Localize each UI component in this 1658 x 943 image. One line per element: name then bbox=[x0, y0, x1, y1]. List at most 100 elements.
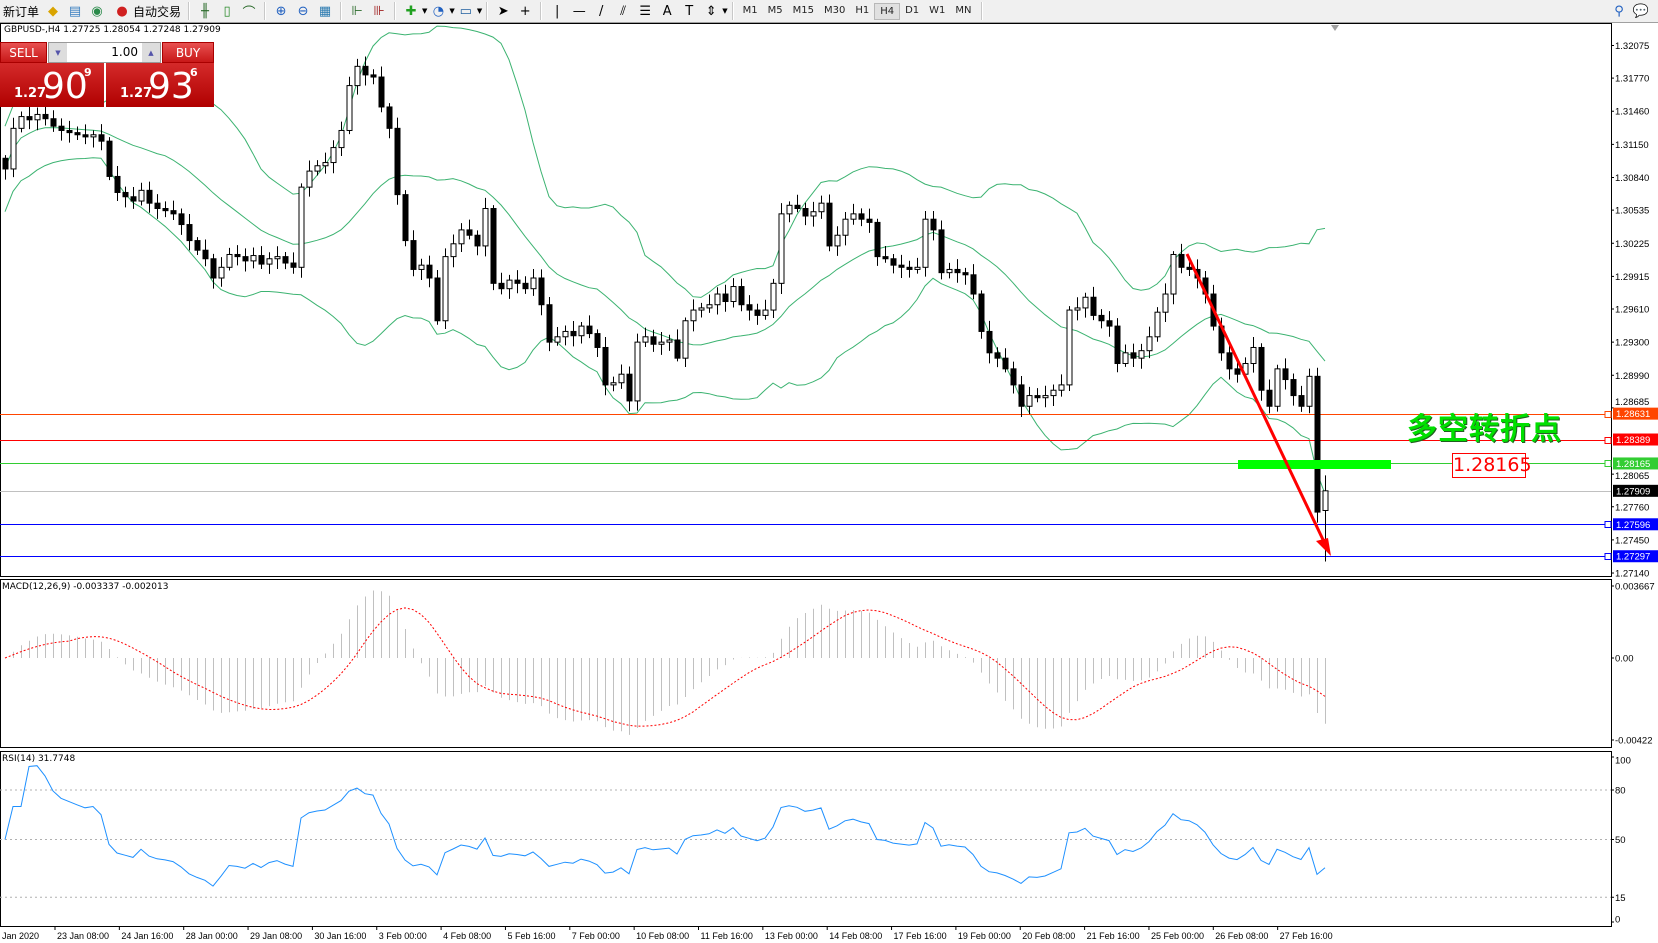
timeframe-mn[interactable]: MN bbox=[955, 4, 972, 16]
indicators-icon[interactable]: ✚ bbox=[405, 3, 417, 19]
candle bbox=[1226, 345, 1233, 380]
candle bbox=[842, 211, 849, 246]
bear-candle-body bbox=[1106, 320, 1113, 327]
buy-price-button[interactable]: 1.27 93 6 bbox=[106, 63, 214, 107]
community-icon[interactable]: 💬 bbox=[1632, 3, 1650, 19]
horizontal-line-icon[interactable]: — bbox=[572, 3, 586, 19]
candle bbox=[602, 337, 609, 396]
timeframe-m5[interactable]: M5 bbox=[767, 4, 783, 16]
lot-value[interactable]: 1.00 bbox=[67, 43, 142, 62]
bear-candle-body bbox=[170, 210, 177, 215]
timeframe-m30[interactable]: M30 bbox=[823, 4, 846, 16]
bear-candle-body bbox=[362, 65, 369, 76]
candle bbox=[538, 269, 545, 316]
rsi-axis-label: 0 bbox=[1615, 915, 1620, 926]
lot-increase-icon[interactable]: ▲ bbox=[142, 43, 160, 62]
macd-panel-frame bbox=[0, 579, 1612, 748]
candle bbox=[762, 299, 769, 320]
bull-candle-body bbox=[1058, 384, 1065, 391]
bear-candle-body bbox=[754, 309, 761, 316]
candle bbox=[1002, 348, 1009, 373]
trendline-icon[interactable]: / bbox=[599, 3, 604, 19]
bar-chart-icon[interactable]: ╫ bbox=[201, 3, 209, 19]
candle bbox=[1266, 379, 1273, 414]
time-axis-label: 19 Feb 00:00 bbox=[958, 931, 1011, 941]
bull-candle-body bbox=[346, 85, 353, 131]
sell-price-button[interactable]: 1.27 90 9 bbox=[0, 63, 104, 107]
line-chart-icon[interactable]: ⌒ bbox=[242, 5, 256, 21]
periods-icon[interactable]: ◔ bbox=[432, 3, 445, 19]
cursor-icon[interactable]: ➤ bbox=[497, 3, 509, 19]
candle bbox=[626, 366, 633, 412]
vertical-line-icon[interactable]: | bbox=[555, 3, 560, 19]
bear-candle-body bbox=[178, 213, 185, 226]
bear-candle-body bbox=[410, 240, 417, 270]
timeframe-h4[interactable]: H4 bbox=[874, 2, 901, 20]
chart-shift-icon[interactable]: ⊪ bbox=[373, 3, 385, 19]
fibo-retracement-icon[interactable]: ☰ bbox=[639, 3, 652, 19]
candle bbox=[450, 234, 457, 268]
text-label-icon[interactable]: T bbox=[685, 3, 694, 19]
sell-button[interactable]: SELL bbox=[0, 42, 47, 63]
candle bbox=[810, 201, 817, 227]
bear-candle-body bbox=[378, 76, 385, 108]
bull-candle-body bbox=[1146, 336, 1153, 352]
gold-icon[interactable]: ◆ bbox=[48, 3, 59, 19]
candle bbox=[474, 230, 481, 256]
bull-candle-body bbox=[634, 341, 641, 402]
candlestick-icon[interactable]: ▯ bbox=[223, 3, 231, 19]
bear-candle-body bbox=[1282, 368, 1289, 381]
new-order-button[interactable]: 新订单 bbox=[0, 1, 42, 21]
timeframe-w1[interactable]: W1 bbox=[929, 4, 946, 16]
candle bbox=[34, 107, 41, 131]
buy-button[interactable]: BUY bbox=[162, 42, 214, 63]
search-icon[interactable]: ⚲ bbox=[1614, 3, 1624, 19]
bull-candle-body bbox=[946, 268, 953, 274]
auto-trading-button[interactable]: ● 自动交易 bbox=[108, 1, 184, 21]
candle bbox=[290, 252, 297, 274]
history-center-icon[interactable]: ▤ bbox=[68, 3, 82, 19]
bear-candle-body bbox=[1010, 368, 1017, 386]
fibo-fan-icon[interactable]: ⫽ bbox=[620, 3, 627, 19]
timeframe-h1[interactable]: H1 bbox=[855, 4, 870, 16]
bull-candle-body bbox=[530, 277, 537, 290]
trend-arrow-head bbox=[1316, 538, 1331, 556]
level-handle bbox=[1604, 411, 1612, 418]
candle bbox=[1018, 375, 1025, 417]
tile-windows-icon[interactable]: ▦ bbox=[318, 3, 332, 19]
toolbar-separator bbox=[486, 2, 489, 20]
zoom-in-icon[interactable]: ⊕ bbox=[275, 3, 287, 19]
bull-candle-body bbox=[786, 204, 793, 215]
time-axis-label: 29 Jan 08:00 bbox=[250, 931, 302, 941]
dropdown-arrow-icon[interactable]: ▼ bbox=[476, 7, 483, 15]
lot-decrease-icon[interactable]: ▼ bbox=[49, 43, 67, 62]
bear-candle-body bbox=[154, 202, 161, 210]
lot-size-input[interactable]: ▼ 1.00 ▲ bbox=[48, 42, 161, 63]
bull-candle-body bbox=[914, 266, 921, 270]
bull-candle-body bbox=[714, 293, 721, 306]
candle bbox=[1298, 385, 1305, 412]
templates-icon[interactable]: ▭ bbox=[459, 3, 472, 19]
timeframe-d1[interactable]: D1 bbox=[905, 4, 920, 16]
auto-scroll-icon[interactable]: ⊩ bbox=[351, 3, 363, 19]
arrows-icon[interactable]: ⇕ bbox=[705, 3, 717, 19]
signals-icon[interactable]: ◉ bbox=[91, 3, 103, 19]
dropdown-arrow-icon[interactable]: ▼ bbox=[422, 7, 428, 15]
dropdown-arrow-icon[interactable]: ▼ bbox=[722, 7, 728, 15]
timeframe-m15[interactable]: M15 bbox=[792, 4, 814, 16]
candle bbox=[338, 121, 345, 157]
time-axis-label: 28 Jan 00:00 bbox=[186, 931, 238, 941]
candle bbox=[386, 103, 393, 139]
crosshair-icon[interactable]: + bbox=[519, 3, 531, 19]
bull-candle-body bbox=[1274, 368, 1281, 407]
candle bbox=[858, 208, 865, 227]
candle bbox=[874, 218, 881, 266]
timeframe-m1[interactable]: M1 bbox=[742, 4, 758, 16]
zoom-out-icon[interactable]: ⊖ bbox=[297, 3, 309, 19]
bear-candle-body bbox=[258, 255, 265, 265]
bull-candle-body bbox=[690, 309, 697, 322]
text-icon[interactable]: A bbox=[662, 3, 672, 19]
dropdown-arrow-icon[interactable]: ▼ bbox=[449, 7, 455, 15]
time-axis-label: 13 Feb 00:00 bbox=[765, 931, 818, 941]
